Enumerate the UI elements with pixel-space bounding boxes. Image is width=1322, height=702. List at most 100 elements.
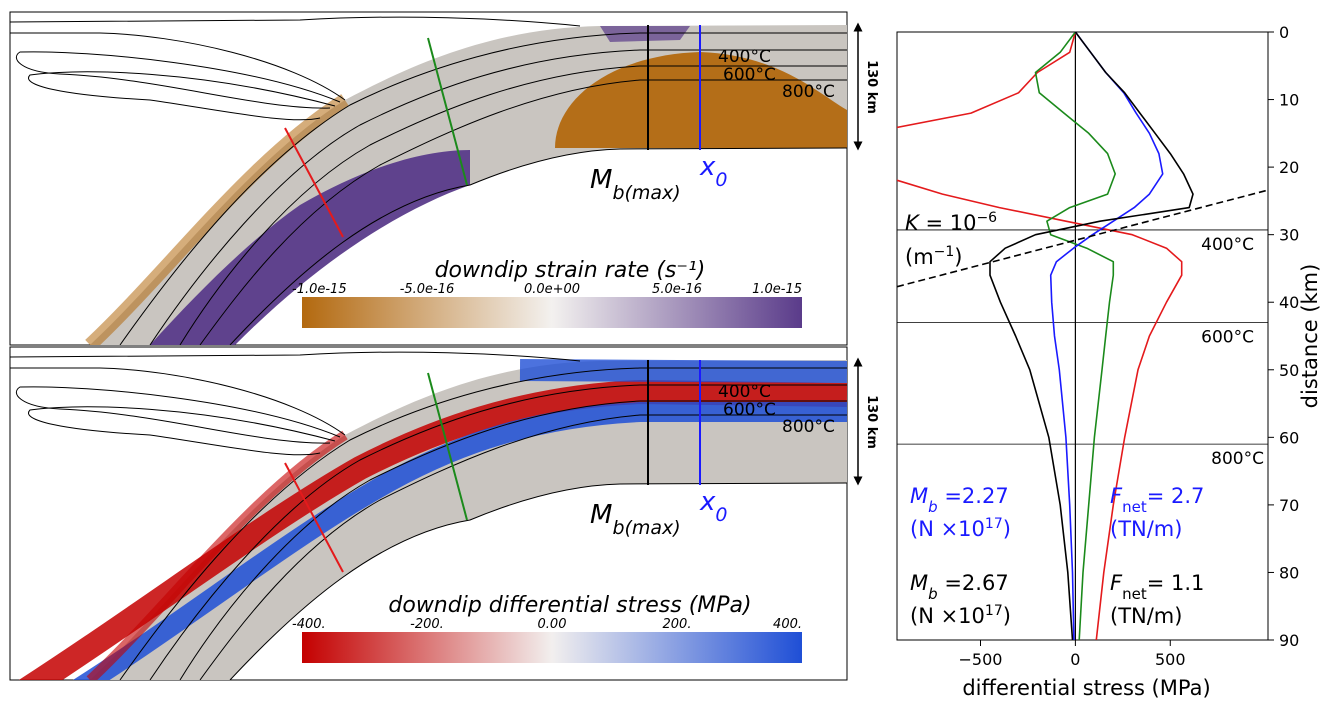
isotherm-contour (10, 32, 346, 101)
colorbar-tick-label: 1.0e-15 (752, 282, 802, 297)
annotation-part: (N ×10 (910, 517, 985, 541)
annotation-part: −1 (934, 244, 955, 260)
colorbar-tick-label: 400. (773, 617, 802, 632)
annotation: (TN/m) (1110, 517, 1182, 541)
annotation-part: net (1122, 498, 1147, 516)
tension-band (18, 379, 847, 680)
annotation: (TN/m) (1110, 604, 1182, 628)
cross-section (284, 462, 344, 573)
y-tick-label: 0 (1279, 23, 1289, 42)
annotation-part: b(max) (612, 517, 680, 539)
annotation-part: M (590, 165, 612, 195)
annotation-part: (TN/m) (1110, 517, 1182, 541)
isotherm-contour (15, 51, 341, 109)
isotherm-label: 600°C (723, 65, 776, 85)
colorbar (302, 632, 802, 663)
isotherm-contour (15, 386, 341, 444)
hinge-zone (600, 26, 690, 42)
y-axis-label: distance (km) (1298, 264, 1322, 409)
isotherm-contour (199, 79, 847, 345)
x-tick-label: 0 (1070, 650, 1080, 669)
colorbar-tick-label: -5.0e-16 (400, 282, 455, 297)
cross-section (427, 37, 468, 186)
profile-line (897, 32, 1183, 640)
annotation-part: 17 (985, 516, 1003, 532)
annotation-part: (N ×10 (910, 604, 985, 628)
isotherm-contour (149, 49, 847, 345)
annotation-part: x (699, 152, 716, 182)
scale-label: 130 km (864, 395, 879, 449)
isotherm-contour (10, 351, 581, 362)
annotation: Mb(max) (590, 500, 681, 539)
y-tick-label: 60 (1279, 428, 1299, 447)
annotation: (m−1) (905, 244, 963, 269)
x-axis-label: differential stress (MPa) (962, 676, 1210, 700)
isotherm-label: 400°C (1201, 235, 1254, 255)
y-tick-label: 90 (1279, 631, 1299, 650)
y-tick-label: 30 (1279, 226, 1299, 245)
isotherm-contour (119, 367, 847, 680)
isotherm-label: 600°C (723, 400, 776, 420)
annotation: K = 10−6 (905, 210, 997, 235)
annotation-part: (TN/m) (1110, 604, 1182, 628)
isotherm-label: 600°C (1201, 327, 1254, 347)
annotation-part: M (910, 484, 928, 508)
annotation: Mb =2.67 (910, 571, 1009, 603)
isotherm-contour (179, 65, 847, 345)
cross-section (427, 372, 468, 521)
annotation-part: (m (905, 245, 934, 269)
colorbar-tick-label: 0.00 (538, 617, 567, 632)
annotation-part: ) (1003, 604, 1011, 628)
colorbar-tick-label: 200. (663, 617, 692, 632)
isotherm-label: 800°C (782, 82, 835, 102)
colorbar-tick-label: 5.0e-16 (652, 282, 702, 297)
slab-outline (229, 147, 847, 345)
profile-line (1034, 32, 1116, 640)
panel-content (10, 16, 847, 345)
annotation: Mb =2.27 (910, 484, 1009, 516)
annotation: (N ×1017) (910, 603, 1011, 628)
isotherm-label: 800°C (782, 417, 835, 437)
annotation-part: ) (954, 245, 962, 269)
isotherm-contour (179, 400, 847, 680)
annotation: Fnet= 2.7 (1110, 484, 1204, 516)
annotation-part: = 2.7 (1147, 484, 1205, 508)
annotation-part: x (699, 487, 716, 517)
isotherm-contour (28, 71, 336, 121)
compression-band (72, 402, 847, 680)
compression-edge (86, 430, 348, 680)
annotation: Mb(max) (590, 165, 681, 204)
curvature-line (897, 189, 1268, 288)
isotherm-contour (199, 414, 847, 680)
annotation-part: b(max) (612, 182, 680, 204)
compression-top (519, 359, 847, 383)
annotation-part: 0 (715, 169, 727, 191)
y-tick-label: 70 (1279, 496, 1299, 515)
compression-zone (150, 150, 470, 345)
isotherm-contour (28, 406, 336, 456)
isotherm-label: 400°C (718, 382, 771, 402)
profile-line (989, 32, 1194, 640)
annotation-part: F (1110, 571, 1123, 595)
isotherm-contour (10, 367, 346, 436)
annotation-part: −6 (976, 210, 997, 226)
annotation-part: =2.27 (938, 484, 1009, 508)
panel-content (10, 351, 847, 680)
colorbar-tick-label: -400. (292, 617, 326, 632)
annotation-part: K (905, 211, 921, 235)
annotation: (N ×1017) (910, 516, 1011, 541)
panel-field (10, 16, 847, 345)
annotation-part: b (928, 498, 938, 516)
annotation-part: net (1122, 585, 1147, 603)
y-tick-label: 50 (1279, 361, 1299, 380)
y-tick-label: 10 (1279, 91, 1299, 110)
annotation: Fnet= 1.1 (1110, 571, 1204, 603)
y-tick-label: 20 (1279, 158, 1299, 177)
plot-frame (896, 31, 1269, 641)
annotation: x0 (699, 487, 727, 526)
annotation-part: =2.67 (938, 571, 1009, 595)
isotherm-contour (149, 384, 847, 680)
